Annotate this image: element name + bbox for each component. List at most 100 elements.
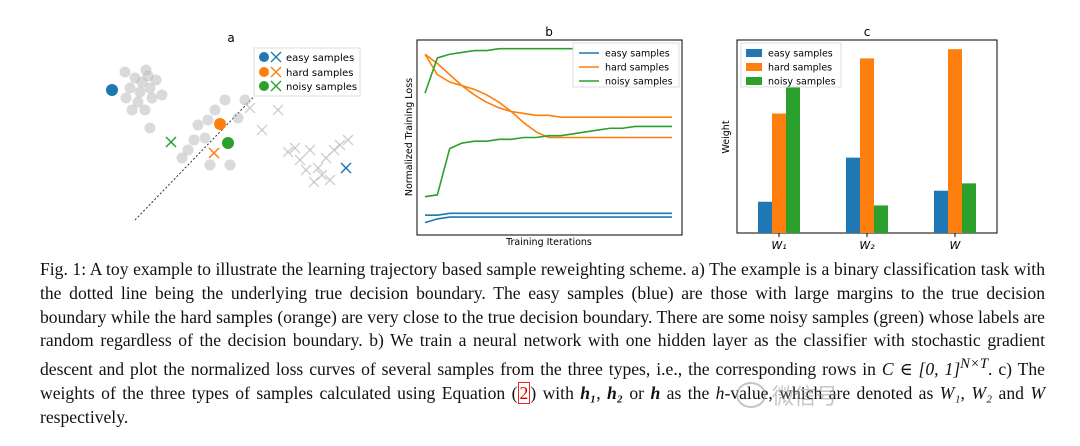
legend-label: noisy samples (605, 77, 673, 88)
caption-part-5: -value, which are denoted as (724, 382, 940, 403)
grey-sample-cross (312, 162, 324, 174)
panel-c-title: c (864, 25, 871, 39)
grey-sample-dot (224, 159, 236, 171)
panel-c-ylabel: Weight (721, 120, 732, 153)
panel-b-xlabel: Training Iterations (505, 237, 592, 248)
legend-swatch (746, 63, 762, 71)
grey-sample-dot (119, 66, 131, 78)
bar-0-1 (772, 113, 786, 233)
loss-curve-3 (424, 53, 672, 139)
grey-sample-dot (182, 144, 194, 156)
caption-sep-2: or (622, 382, 651, 403)
background-samples (119, 64, 354, 188)
noisy-sample-dot (222, 137, 234, 149)
grey-sample-cross (324, 174, 336, 186)
panel-b-ylabel: Normalized Training Loss (404, 78, 415, 196)
caption-math-c: C ∈ [0, 1] (881, 359, 961, 380)
grey-sample-cross (282, 146, 294, 158)
grey-sample-dot (209, 104, 221, 116)
panel-a-scatter: a easy samples hard samples noisy sample… (106, 31, 361, 221)
grey-sample-dot (124, 82, 136, 94)
grey-sample-dot (144, 122, 156, 134)
grey-sample-cross (308, 176, 320, 188)
legend-label: easy samples (768, 49, 833, 60)
panel-b-legend: easy samples hard samples noisy samples (572, 42, 680, 88)
grey-sample-cross (328, 144, 340, 156)
highlighted-samples (106, 84, 352, 174)
grey-sample-dot (132, 96, 144, 108)
grey-sample-cross (304, 144, 316, 156)
watermark-text: 微信号 (772, 385, 839, 410)
grey-sample-cross (342, 134, 354, 146)
grey-sample-dot (140, 64, 152, 76)
decision-boundary (134, 79, 271, 221)
bar-1-0 (846, 157, 860, 233)
bar-2-2 (962, 183, 976, 233)
caption-w2: W₂ (971, 382, 993, 403)
legend-label: hard samples (605, 63, 669, 74)
caption-part-1: Fig. 1: A toy example to illustrate the … (40, 259, 1045, 380)
grey-sample-dot (150, 74, 162, 86)
caption-sep-4: and (992, 382, 1031, 403)
caption-sep-3: , (960, 382, 972, 403)
grey-sample-cross (256, 124, 268, 136)
grey-sample-dot (202, 114, 214, 126)
grey-sample-dot (139, 104, 151, 116)
caption-w: W (1030, 382, 1046, 403)
grey-sample-dot (188, 134, 200, 146)
xtick-label: W₁ (771, 239, 786, 252)
legend-hard: hard samples (286, 68, 354, 79)
grey-sample-dot (134, 86, 146, 98)
caption-h: h (650, 382, 661, 403)
caption-hval: h (715, 382, 725, 403)
figure-caption: Fig. 1: A toy example to illustrate the … (40, 258, 1045, 429)
bar-2-1 (948, 49, 962, 233)
easy-sample-dot (106, 84, 118, 96)
grey-sample-dot (156, 89, 168, 101)
xtick-label: W₂ (859, 239, 875, 252)
grey-sample-cross (334, 139, 346, 151)
bar-2-0 (934, 190, 948, 233)
grey-sample-dot (232, 112, 244, 124)
bar-1-2 (874, 205, 888, 233)
wechat-icon (736, 382, 766, 408)
legend-swatch (746, 49, 762, 57)
weight-bars (758, 49, 976, 233)
loss-curve-5 (424, 125, 672, 198)
legend-label: noisy samples (768, 77, 836, 88)
grey-sample-dot (204, 159, 216, 171)
panel-c-bar-chart: c W₁ W₂ W easy samples hard samples noisy sa… (721, 25, 998, 252)
caption-part-4: as the (660, 382, 716, 403)
grey-sample-dot (144, 82, 156, 94)
panel-c-xticks: W₁ W₂ W (771, 233, 962, 252)
equation-ref-link[interactable]: 2 (517, 381, 531, 404)
caption-part-6: respectively. (40, 406, 129, 427)
grey-sample-cross (272, 104, 284, 116)
hard-sample-dot (214, 118, 226, 130)
legend-easy: easy samples (286, 53, 354, 64)
noisy-sample-cross (165, 136, 177, 148)
bar-0-2 (786, 85, 800, 233)
panel-a-legend: easy samples hard samples noisy samples (253, 47, 361, 97)
panel-a-label: a (227, 31, 234, 45)
grey-sample-cross (244, 102, 256, 114)
caption-part-2: . c) The weights of the three types of s… (40, 359, 1045, 403)
panel-b-frame (416, 39, 683, 236)
caption-h1: h₁ (580, 382, 597, 403)
grey-sample-cross (289, 142, 301, 154)
panel-c-legend: easy samples hard samples noisy samples (740, 42, 842, 88)
watermark: 微信号 (736, 380, 838, 410)
grey-sample-dot (199, 132, 211, 144)
grey-sample-dot (219, 94, 231, 106)
hard-sample-cross (208, 147, 220, 159)
loss-curve-2 (424, 53, 672, 118)
grey-sample-cross (294, 154, 306, 166)
grey-sample-dot (192, 119, 204, 131)
grey-sample-dot (176, 152, 188, 164)
bar-0-0 (758, 201, 772, 233)
loss-curves (424, 47, 672, 224)
caption-part-3: ) with (530, 382, 581, 403)
xtick-label: W (950, 239, 962, 252)
grey-sample-dot (239, 94, 251, 106)
